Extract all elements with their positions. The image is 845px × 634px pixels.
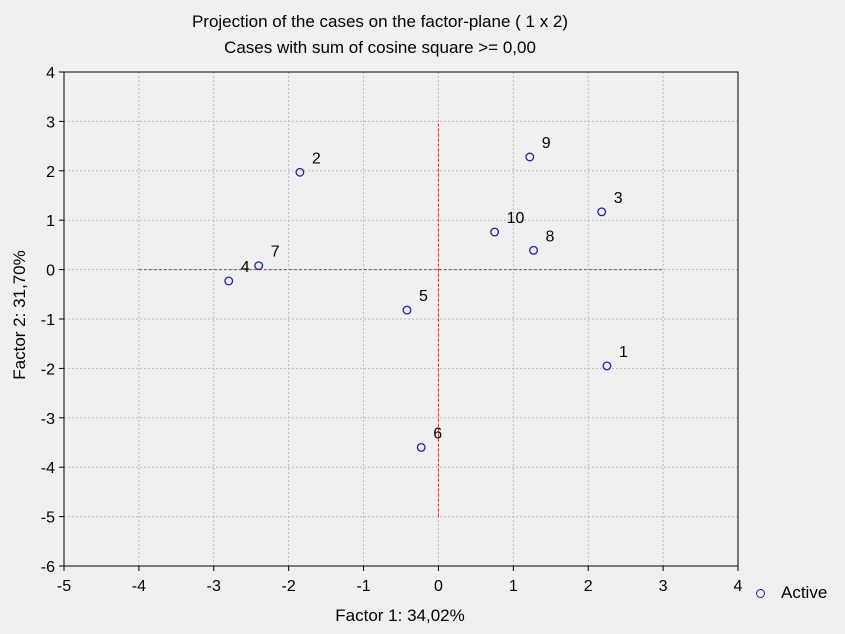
reference-lines: [138, 121, 664, 517]
x-tick-label: -1: [356, 578, 370, 595]
x-tick-label: 4: [734, 578, 743, 595]
data-point: [254, 261, 264, 271]
data-point: [224, 276, 234, 286]
point-label: 3: [614, 190, 623, 207]
point-label: 10: [507, 210, 525, 227]
x-tick-label: 3: [659, 578, 668, 595]
x-tick-label: -2: [282, 578, 296, 595]
y-tick-label: -2: [41, 361, 55, 378]
x-axis-label: Factor 1: 34,02%: [335, 606, 465, 625]
x-tick-label: 1: [509, 578, 518, 595]
y-tick-label: -3: [41, 411, 55, 428]
chart-title: Projection of the cases on the factor-pl…: [191, 12, 569, 31]
legend: Active: [756, 583, 827, 603]
x-tick-label: -3: [207, 578, 221, 595]
point-label: 1: [619, 344, 628, 361]
point-label: 2: [312, 150, 321, 167]
y-tick-label: -6: [41, 559, 55, 576]
data-point: [402, 305, 412, 315]
point-label: 4: [241, 259, 250, 276]
axes: [59, 71, 739, 571]
y-tick-label: 2: [46, 164, 55, 181]
data-point: [490, 227, 500, 237]
data-point: [416, 442, 426, 452]
y-tick-label: 3: [46, 114, 55, 131]
chart-subtitle: Cases with sum of cosine square >= 0,00: [224, 38, 536, 57]
x-tick-label: -4: [132, 578, 146, 595]
point-label: 7: [271, 244, 280, 261]
y-tick-label: 4: [46, 65, 55, 82]
data-point: [525, 152, 535, 162]
x-tick-label: -5: [57, 578, 71, 595]
point-label: 9: [542, 135, 551, 152]
y-axis-label: Factor 2: 31,70%: [10, 250, 29, 380]
legend-marker-icon: [756, 588, 765, 598]
data-point: [295, 167, 305, 177]
x-tick-label: 2: [584, 578, 593, 595]
y-tick-label: -4: [41, 460, 55, 477]
x-tick-label: 0: [434, 578, 443, 595]
point-label: 6: [433, 425, 442, 442]
y-tick-label: -1: [41, 312, 55, 329]
data-points: 1 2 3 4 5 6 7 8 9 10: [224, 135, 628, 452]
data-point: [597, 207, 607, 217]
point-label: 8: [546, 228, 555, 245]
y-tick-label: 1: [46, 213, 55, 230]
data-point: [529, 245, 539, 255]
y-tick-label: 0: [46, 263, 55, 280]
y-tick-label: -5: [41, 510, 55, 527]
point-label: 5: [419, 288, 428, 305]
plot-frame: [63, 71, 739, 567]
legend-label: Active: [781, 583, 828, 602]
data-point: [602, 361, 612, 371]
